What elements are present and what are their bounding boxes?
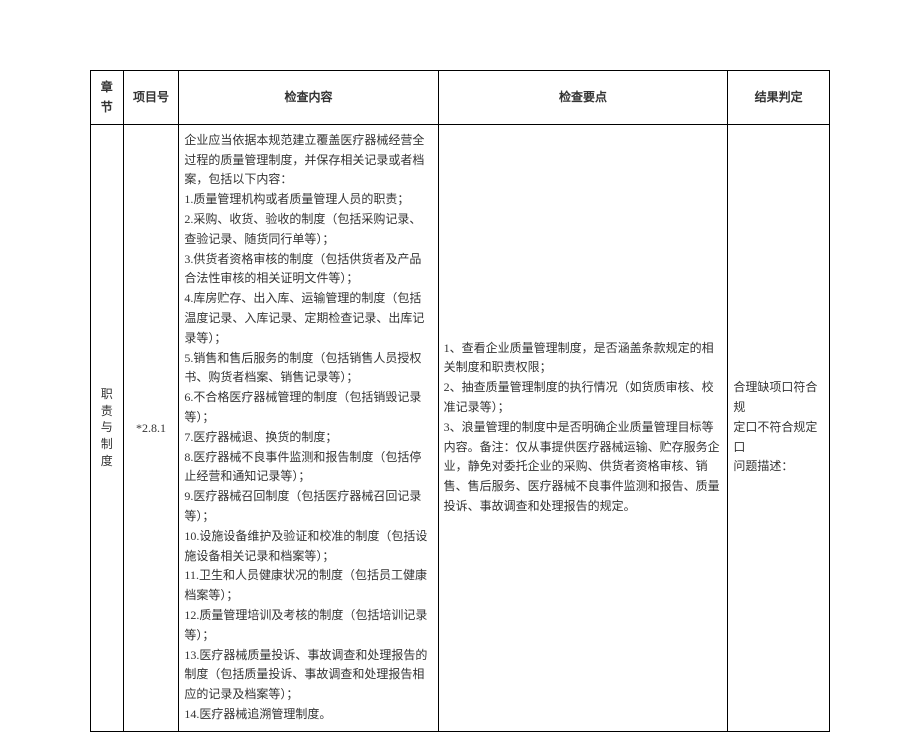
content-line: 2.采购、收货、验收的制度（包括采购记录、查验记录、随货同行单等）； — [184, 210, 432, 250]
result-line: 问题描述： — [733, 457, 824, 477]
chapter-char: 职 — [96, 386, 118, 403]
cell-content: 企业应当依据本规范建立覆盖医疗器械经营全过程的质量管理制度，并保存相关记录或者档… — [179, 124, 438, 731]
points-line: 2、抽查质量管理制度的执行情况（如货质审核、校准记录等）； — [444, 378, 723, 418]
content-line: 6.不合格医疗器械管理的制度（包括销毁记录等）； — [184, 388, 432, 428]
cell-points: 1、查看企业质量管理制度，是否涵盖条款规定的相关制度和职责权限； 2、抽查质量管… — [438, 124, 728, 731]
cell-result: 合理缺项口符合规 定口不符合规定口 问题描述： — [728, 124, 830, 731]
chapter-char: 与 — [96, 419, 118, 436]
content-line: 7.医疗器械退、换货的制度； — [184, 428, 432, 448]
points-line: 1、查看企业质量管理制度，是否涵盖条款规定的相关制度和职责权限； — [444, 339, 723, 379]
content-line: 4.库房贮存、出入库、运输管理的制度（包括温度记录、入库记录、定期检查记录、出库… — [184, 289, 432, 348]
table-row: 职 责 与 制 度 *2.8.1 企业应当依据本规范建立覆盖医疗器械经营全过程的… — [91, 124, 830, 731]
result-line: 合理缺项口符合规 — [733, 378, 824, 418]
header-points: 检查要点 — [438, 71, 728, 125]
content-line: 8.医疗器械不良事件监测和报告制度（包括停止经营和通知记录等）； — [184, 448, 432, 488]
content-line: 9.医疗器械召回制度（包括医疗器械召回记录等）； — [184, 487, 432, 527]
cell-itemno: *2.8.1 — [123, 124, 179, 731]
header-result: 结果判定 — [728, 71, 830, 125]
content-line: 12.质量管理培训及考核的制度（包括培训记录等）； — [184, 606, 432, 646]
chapter-char: 责 — [96, 403, 118, 420]
header-content: 检查内容 — [179, 71, 438, 125]
content-line: 5.销售和售后服务的制度（包括销售人员授权书、购货者档案、销售记录等）； — [184, 349, 432, 389]
content-line: 11.卫生和人员健康状况的制度（包括员工健康档案等）； — [184, 566, 432, 606]
content-line: 1.质量管理机构或者质量管理人员的职责； — [184, 190, 432, 210]
content-line: 企业应当依据本规范建立覆盖医疗器械经营全过程的质量管理制度，并保存相关记录或者档… — [184, 131, 432, 190]
table-header-row: 章节 项目号 检查内容 检查要点 结果判定 — [91, 71, 830, 125]
inspection-table: 章节 项目号 检查内容 检查要点 结果判定 职 责 与 制 度 *2.8.1 企… — [90, 70, 830, 732]
chapter-char: 制 — [96, 436, 118, 453]
header-chapter: 章节 — [91, 71, 124, 125]
header-itemno: 项目号 — [123, 71, 179, 125]
cell-chapter: 职 责 与 制 度 — [91, 124, 124, 731]
content-line: 14.医疗器械追溯管理制度。 — [184, 705, 432, 725]
result-line: 定口不符合规定口 — [733, 418, 824, 458]
chapter-char: 度 — [96, 453, 118, 470]
content-line: 13.医疗器械质量投诉、事故调查和处理报告的制度（包括质量投诉、事故调查和处理报… — [184, 646, 432, 705]
points-line: 3、浪量管理的制度中是否明确企业质量管理目标等内容。备注：仅从事提供医疗器械运输… — [444, 418, 723, 517]
content-line: 10.设施设备维护及验证和校准的制度（包括设施设备相关记录和档案等）； — [184, 527, 432, 567]
content-line: 3.供货者资格审核的制度（包括供货者及产品合法性审核的相关证明文件等）； — [184, 250, 432, 290]
